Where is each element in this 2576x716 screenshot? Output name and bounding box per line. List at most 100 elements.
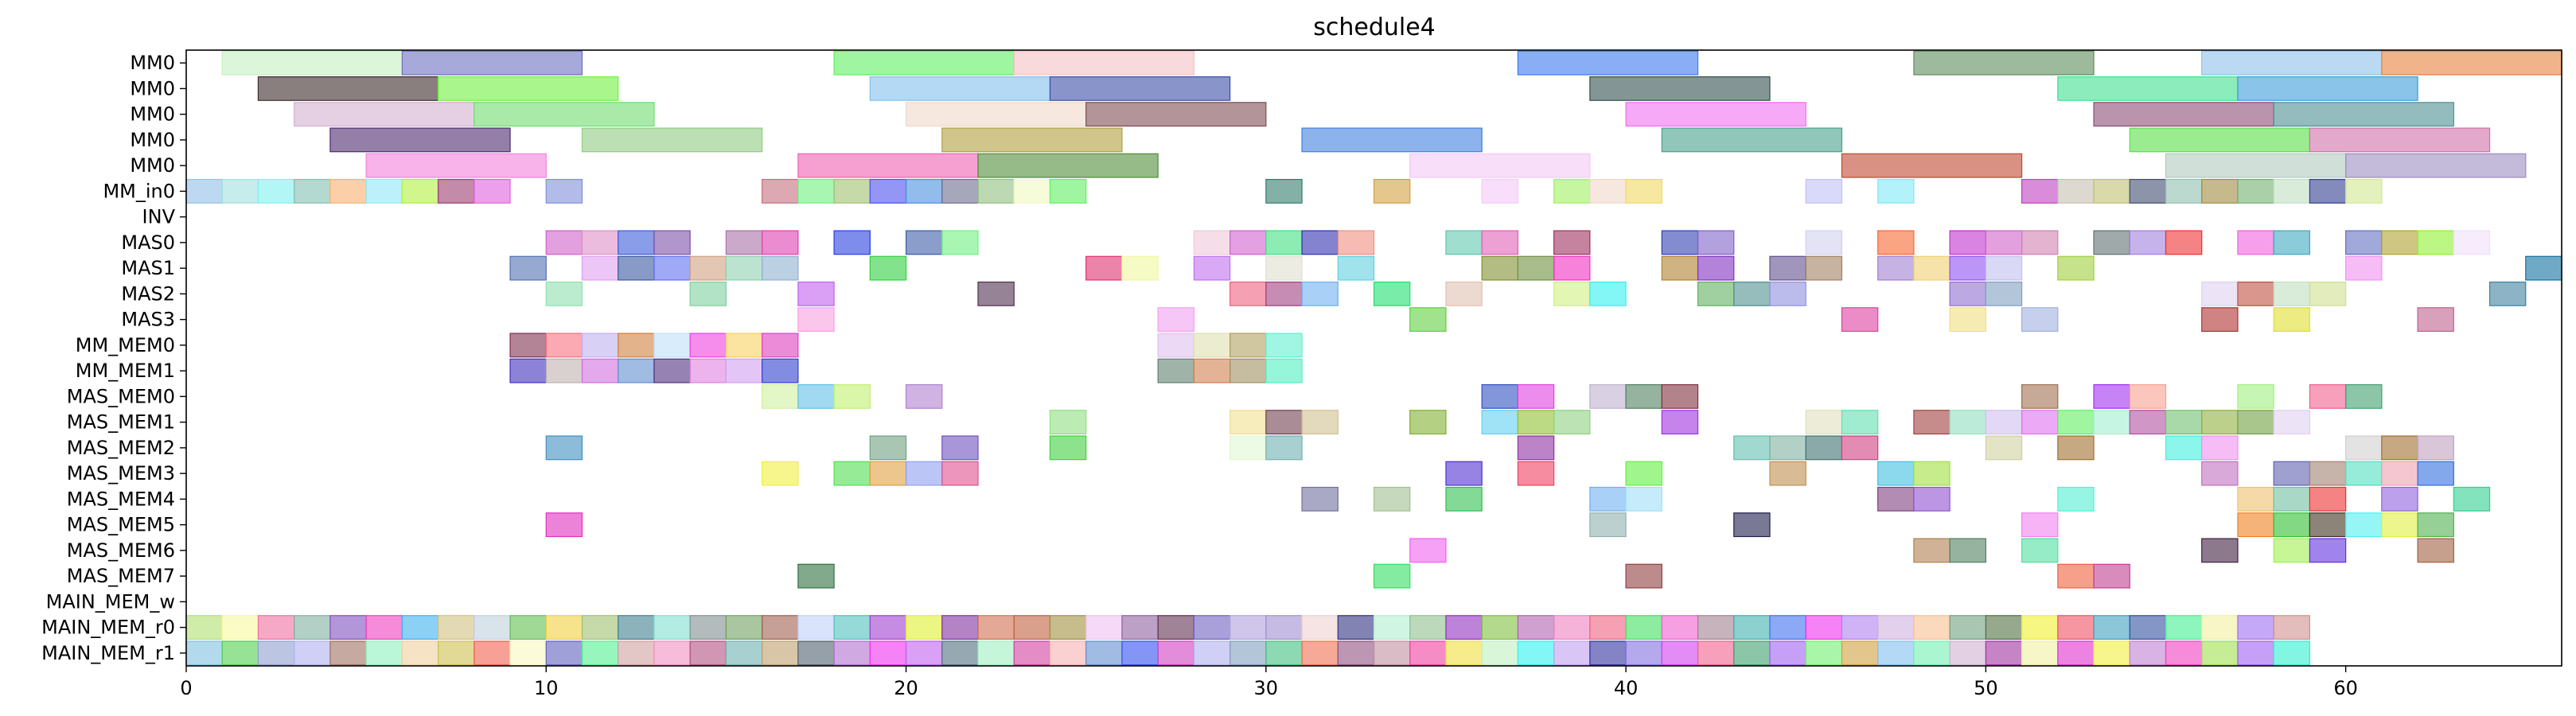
gantt-bar (762, 256, 798, 280)
gantt-bar (510, 359, 546, 383)
gantt-bar (1626, 103, 1806, 126)
gantt-bar (222, 641, 258, 665)
gantt-bar (1086, 616, 1122, 640)
gantt-bar (1590, 77, 1770, 101)
gantt-bar (1122, 616, 1158, 640)
gantt-bar (546, 282, 582, 306)
gantt-bar (1770, 641, 1806, 665)
gantt-bar (1626, 564, 1662, 588)
gantt-bar (1230, 282, 1266, 306)
gantt-bar (1662, 231, 1697, 255)
gantt-bar (1554, 231, 1590, 255)
gantt-bar (1482, 641, 1518, 665)
gantt-bar (2238, 488, 2274, 512)
gantt-bar (906, 641, 942, 665)
gantt-bar (2309, 385, 2345, 409)
gantt-bar (2274, 616, 2309, 640)
gantt-bar (222, 180, 258, 204)
gantt-bar (1122, 641, 1158, 665)
gantt-bar (474, 103, 654, 126)
gantt-bar (654, 616, 690, 640)
gantt-bar (2130, 128, 2309, 152)
gantt-bar (654, 256, 690, 280)
gantt-bar (2130, 641, 2165, 665)
gantt-bar (510, 333, 546, 357)
gantt-bar (1806, 256, 1841, 280)
gantt-bar (1518, 411, 1553, 434)
gantt-bar (330, 616, 366, 640)
gantt-bar (690, 333, 726, 357)
gantt-bar (2418, 231, 2453, 255)
gantt-bar (1518, 385, 1553, 409)
gantt-bar (1410, 308, 1446, 332)
gantt-bar (1446, 282, 1482, 306)
gantt-bar (1770, 461, 1806, 485)
gantt-bar (2094, 641, 2130, 665)
gantt-bar (942, 461, 978, 485)
gantt-bar (762, 616, 798, 640)
gantt-bar (546, 436, 582, 460)
gantt-bar (294, 641, 330, 665)
gantt-bar (1878, 180, 1914, 204)
gantt-bar (1158, 641, 1194, 665)
gantt-bar (1086, 103, 1266, 126)
gantt-bar (2274, 411, 2309, 434)
gantt-bar (258, 641, 294, 665)
gantt-bar (690, 359, 726, 383)
gantt-bar (1986, 231, 2021, 255)
gantt-bar (1841, 154, 2021, 177)
gantt-bar (654, 231, 690, 255)
gantt-bar (798, 385, 834, 409)
gantt-bar (1086, 641, 1122, 665)
gantt-bar (366, 154, 546, 177)
gantt-bar (1266, 282, 1302, 306)
gantt-bar (2058, 77, 2238, 101)
gantt-bar (1950, 231, 1986, 255)
gantt-bar (2022, 411, 2058, 434)
gantt-bar (690, 256, 726, 280)
gantt-bar (2166, 641, 2202, 665)
gantt-bar (2346, 385, 2382, 409)
gantt-bar (2238, 282, 2274, 306)
gantt-bar (2382, 231, 2418, 255)
x-tick-label: 50 (1974, 677, 1998, 699)
gantt-bar (1554, 616, 1590, 640)
gantt-bar (906, 103, 1086, 126)
gantt-bar (583, 231, 618, 255)
gantt-bar (510, 256, 546, 280)
gantt-bar (870, 461, 906, 485)
gantt-bar (762, 385, 798, 409)
y-tick-label: MAS_MEM1 (67, 411, 175, 434)
gantt-bar (1410, 616, 1446, 640)
gantt-bar (1914, 51, 2094, 75)
gantt-bar (870, 180, 906, 204)
y-tick-label: MM0 (130, 154, 175, 177)
x-tick-label: 10 (534, 677, 559, 699)
gantt-bar (2022, 231, 2058, 255)
gantt-bar (1734, 641, 1770, 665)
gantt-bar (1626, 461, 1662, 485)
y-tick-label: MAS1 (121, 257, 175, 279)
gantt-bar (2094, 411, 2130, 434)
gantt-bar (2022, 539, 2058, 562)
gantt-bar (834, 180, 870, 204)
gantt-bar (186, 616, 222, 640)
gantt-bar (1914, 616, 1950, 640)
gantt-bar (583, 616, 618, 640)
gantt-bar (1050, 77, 1230, 101)
gantt-bar (2418, 461, 2453, 485)
y-tick-label: MAS_MEM6 (67, 539, 175, 562)
gantt-bar (2238, 641, 2274, 665)
gantt-bar (870, 641, 906, 665)
gantt-bar (1158, 333, 1194, 357)
gantt-bar (366, 641, 402, 665)
gantt-bar (1518, 641, 1553, 665)
gantt-bar (1698, 231, 1734, 255)
gantt-bar (546, 180, 582, 204)
gantt-bar (1590, 488, 1626, 512)
gantt-bar (2202, 282, 2238, 306)
gantt-bar (1482, 231, 1518, 255)
gantt-bar (583, 641, 618, 665)
gantt-bar (2130, 180, 2165, 204)
gantt-bar (1554, 411, 1590, 434)
